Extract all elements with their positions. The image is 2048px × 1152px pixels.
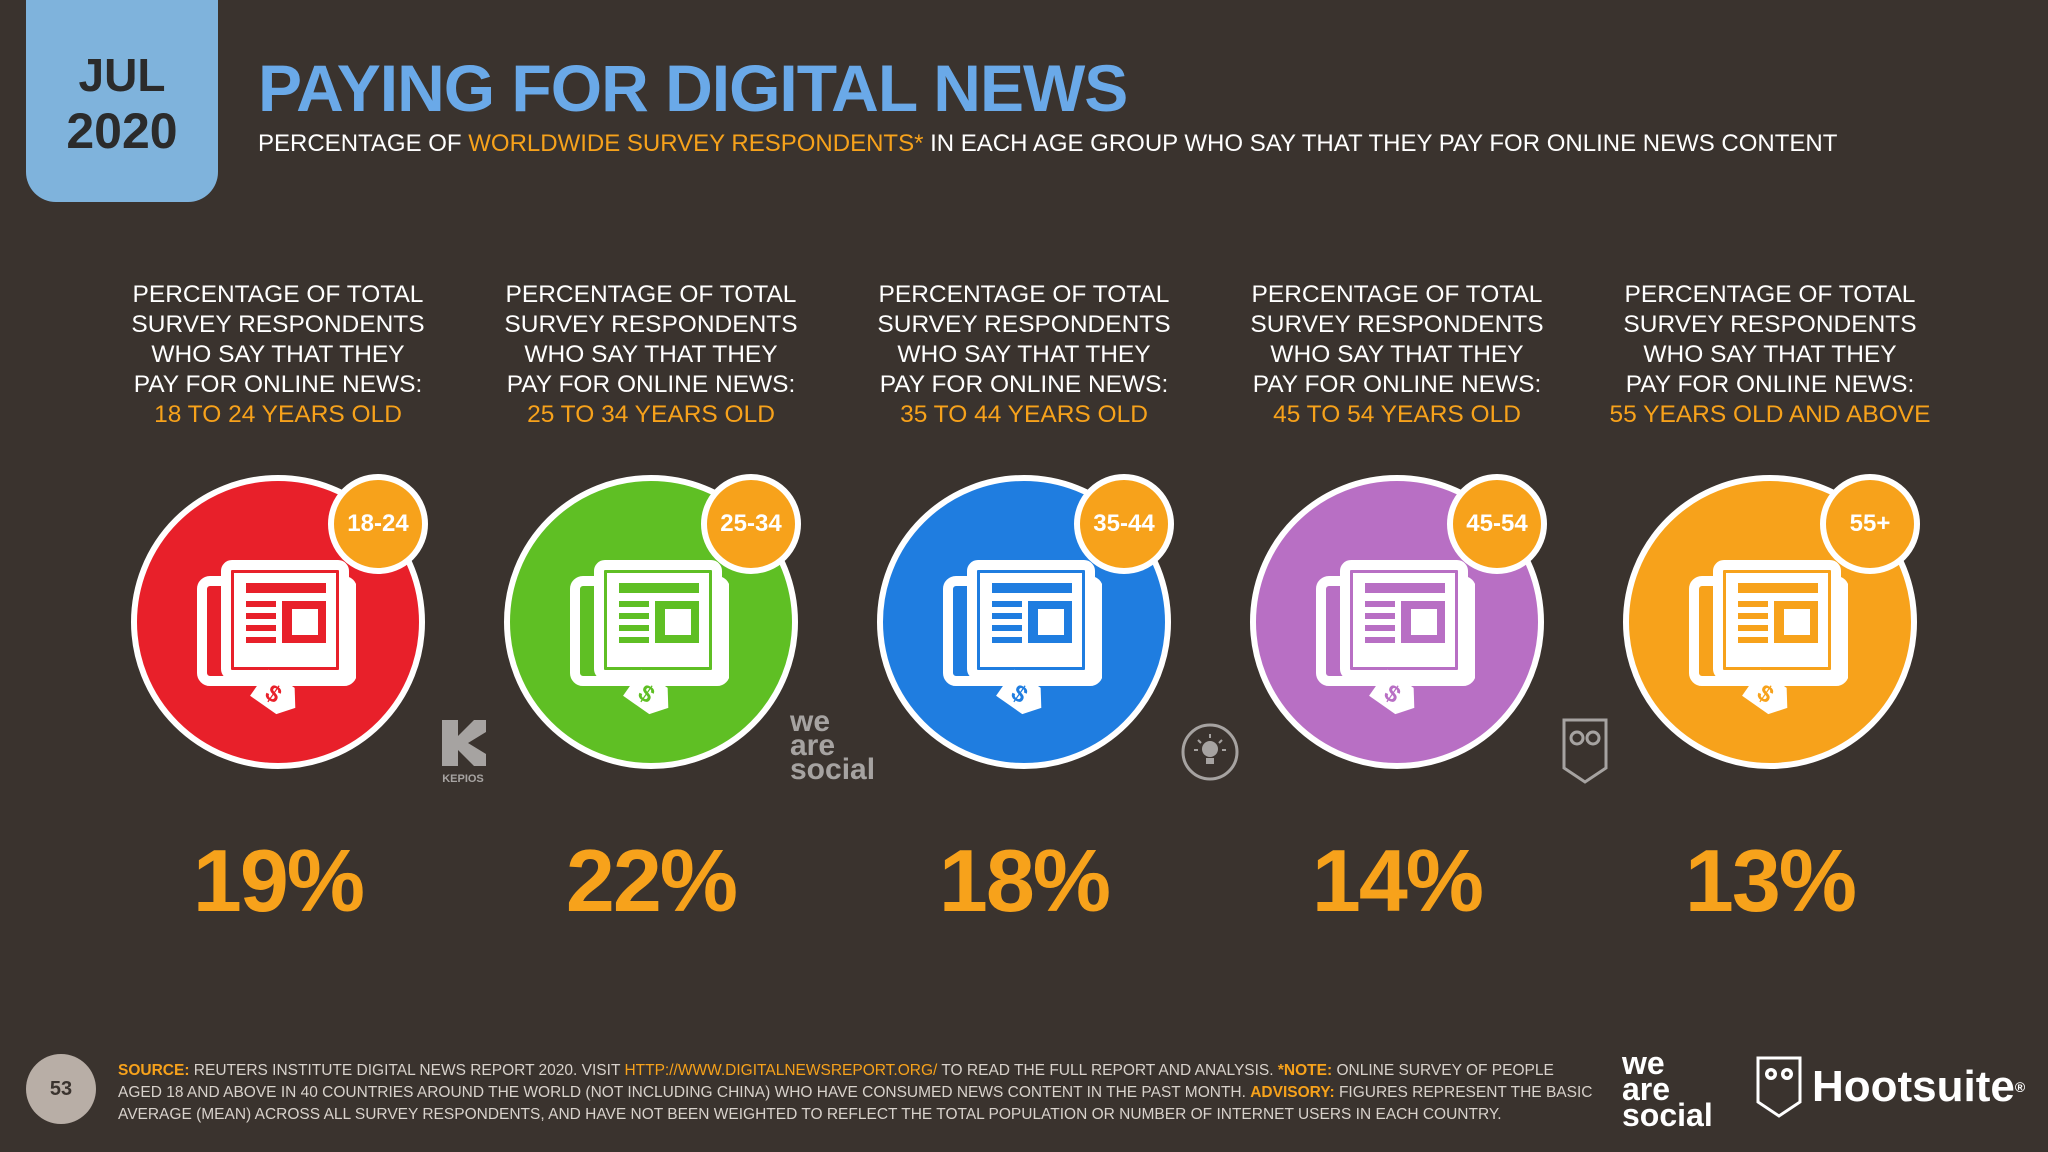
description-line: SURVEY RESPONDENTS xyxy=(504,311,798,338)
description-line: SURVEY RESPONDENTS xyxy=(877,311,1171,338)
description-line: WHO SAY THAT THEY xyxy=(1643,341,1897,368)
age-badge: 25-34 xyxy=(701,474,801,574)
age-group-description: PERCENTAGE OF TOTAL SURVEY RESPONDENTS WHO… xyxy=(1580,280,1960,430)
kepios-watermark: KEPIOS xyxy=(438,718,488,785)
description-line: WHO SAY THAT THEY xyxy=(897,341,1151,368)
age-range-text: 45 TO 54 YEARS OLD xyxy=(1273,401,1521,428)
description-line: PERCENTAGE OF TOTAL xyxy=(878,281,1170,308)
description-line: PAY FOR ONLINE NEWS: xyxy=(133,371,423,398)
date-tab: JUL 2020 xyxy=(26,0,218,202)
age-range-text: 25 TO 34 YEARS OLD xyxy=(527,401,775,428)
age-group-description: PERCENTAGE OF TOTAL SURVEY RESPONDENTS WHO… xyxy=(88,280,468,430)
description-line: PAY FOR ONLINE NEWS: xyxy=(1252,371,1542,398)
description-line: PAY FOR ONLINE NEWS: xyxy=(506,371,796,398)
date-year: 2020 xyxy=(66,103,178,159)
age-group-description: PERCENTAGE OF TOTAL SURVEY RESPONDENTS WHO… xyxy=(461,280,841,430)
owl-icon xyxy=(1756,1056,1802,1118)
newspaper-price-tag-icon: $ xyxy=(1316,560,1475,715)
hootsuite-owl-watermark xyxy=(1562,718,1608,789)
description-line: SURVEY RESPONDENTS xyxy=(131,311,425,338)
percentage-value: 19% xyxy=(192,831,365,930)
description-line: PERCENTAGE OF TOTAL xyxy=(505,281,797,308)
percentage-value: 18% xyxy=(938,831,1111,930)
newspaper-price-tag-icon: $ xyxy=(943,560,1102,715)
lightbulb-icon xyxy=(1181,723,1239,781)
footer-source-note: SOURCE: REUTERS INSTITUTE DIGITAL NEWS R… xyxy=(118,1062,1593,1123)
kepios-logo-icon xyxy=(442,720,486,766)
description-line: SURVEY RESPONDENTS xyxy=(1250,311,1544,338)
description-line: WHO SAY THAT THEY xyxy=(1270,341,1524,368)
age-range-text: 55 YEARS OLD AND ABOVE xyxy=(1609,401,1931,428)
page-title: PAYING FOR DIGITAL NEWS xyxy=(258,51,1128,125)
page-number: 53 xyxy=(26,1054,96,1124)
description-line: WHO SAY THAT THEY xyxy=(524,341,778,368)
age-group-description: PERCENTAGE OF TOTAL SURVEY RESPONDENTS WHO… xyxy=(834,280,1214,430)
hootsuite-logo: Hootsuite ® xyxy=(1756,1056,2025,1118)
newspaper-price-tag-icon: $ xyxy=(197,560,356,715)
lightbulb-watermark xyxy=(1180,722,1240,787)
age-badge: 55+ xyxy=(1820,474,1920,574)
age-badge: 35-44 xyxy=(1074,474,1174,574)
percentage-value: 13% xyxy=(1684,831,1857,930)
age-range-text: 35 TO 44 YEARS OLD xyxy=(900,401,1148,428)
description-line: PERCENTAGE OF TOTAL xyxy=(132,281,424,308)
newspaper-price-tag-icon: $ xyxy=(1689,560,1848,715)
description-line: PERCENTAGE OF TOTAL xyxy=(1251,281,1543,308)
newspaper-price-tag-icon: $ xyxy=(570,560,729,715)
age-badge: 18-24 xyxy=(328,474,428,574)
age-range-text: 18 TO 24 YEARS OLD xyxy=(154,401,402,428)
we-are-social-logo: we are social xyxy=(1622,1045,1713,1133)
description-line: PERCENTAGE OF TOTAL xyxy=(1624,281,1916,308)
description-line: WHO SAY THAT THEY xyxy=(151,341,405,368)
age-badge: 45-54 xyxy=(1447,474,1547,574)
page-subtitle: PERCENTAGE OF WORLDWIDE SURVEY RESPONDEN… xyxy=(258,130,1838,157)
description-line: PAY FOR ONLINE NEWS: xyxy=(1625,371,1915,398)
age-group-description: PERCENTAGE OF TOTAL SURVEY RESPONDENTS WHO… xyxy=(1207,280,1587,430)
percentage-value: 14% xyxy=(1311,831,1484,930)
we-are-social-watermark: we are social xyxy=(790,705,876,786)
percentage-value: 22% xyxy=(565,831,738,930)
date-month: JUL xyxy=(78,49,166,101)
description-line: PAY FOR ONLINE NEWS: xyxy=(879,371,1169,398)
owl-icon xyxy=(1562,718,1608,784)
source-link[interactable]: HTTP://WWW.DIGITALNEWSREPORT.ORG/ xyxy=(624,1062,938,1079)
description-line: SURVEY RESPONDENTS xyxy=(1623,311,1917,338)
